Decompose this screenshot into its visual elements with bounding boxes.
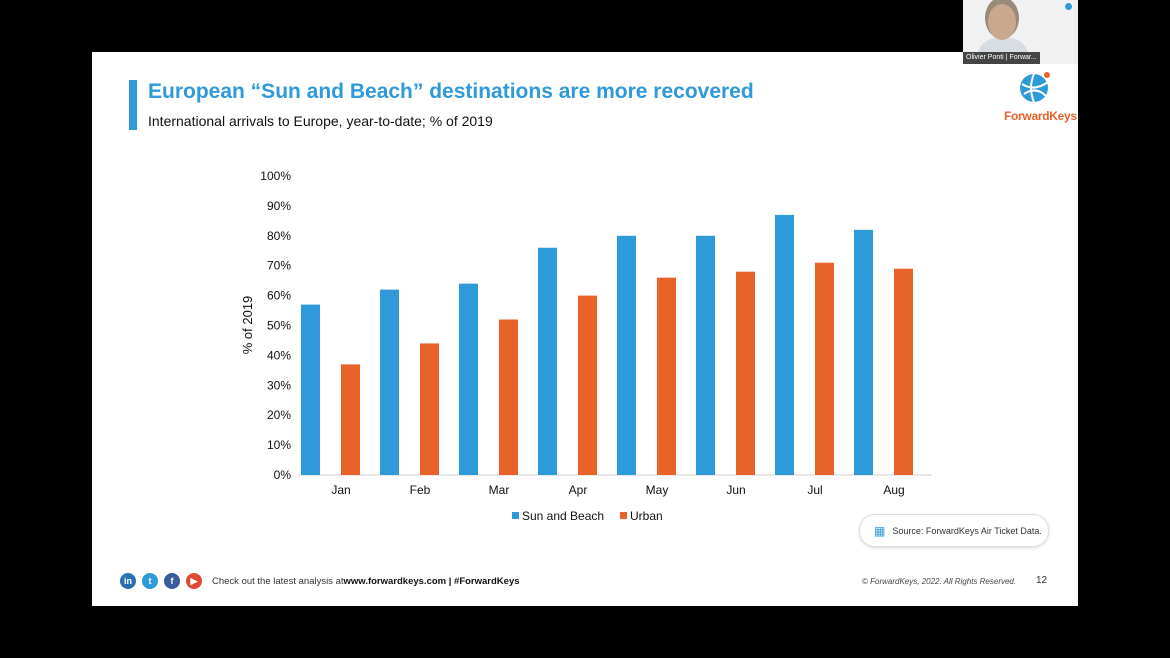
twitter-icon[interactable]: t	[142, 573, 158, 589]
page-number: 12	[1036, 575, 1048, 586]
slide-subtitle: International arrivals to Europe, year-t…	[148, 113, 493, 129]
app-logo-icon	[1065, 3, 1072, 10]
title-accent-bar	[129, 80, 137, 130]
source-note: ▦ Source: ForwardKeys Air Ticket Data.	[859, 514, 1049, 547]
slide-title: European “Sun and Beach” destinations ar…	[148, 80, 754, 103]
presenter-head	[988, 4, 1016, 40]
footer-link[interactable]: www.forwardkeys.com | #ForwardKeys	[343, 575, 520, 587]
linkedin-icon[interactable]: in	[120, 573, 136, 589]
slide: European “Sun and Beach” destinations ar…	[92, 52, 1078, 606]
copyright: © ForwardKeys, 2022. All Rights Reserved…	[862, 577, 1017, 586]
presenter-name: Olivier Ponti | Forwar...	[963, 52, 1040, 64]
source-text: Source: ForwardKeys Air Ticket Data.	[892, 525, 1042, 536]
document-search-icon: ▦	[874, 523, 886, 538]
facebook-icon[interactable]: f	[164, 573, 180, 589]
forwardkeys-logo: ForwardKeys	[1004, 70, 1077, 123]
footer: in t f ▶ Check out the latest analysis a…	[120, 573, 520, 589]
globe-icon	[1020, 72, 1050, 103]
youtube-icon[interactable]: ▶	[186, 573, 202, 589]
footer-text: Check out the latest analysis at	[212, 575, 344, 587]
webcam-thumbnail: Olivier Ponti | Forwar...	[963, 0, 1078, 64]
logo-text: ForwardKeys	[1004, 109, 1077, 123]
